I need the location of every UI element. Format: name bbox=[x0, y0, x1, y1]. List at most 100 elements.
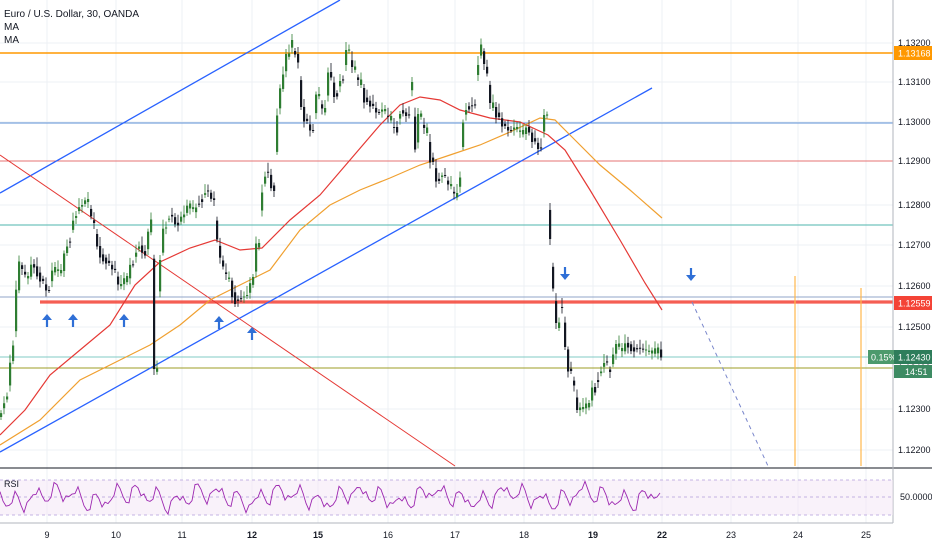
price-axis[interactable]: 1.13200 1.13100 1.13000 1.12900 1.12800 1.127… bbox=[898, 38, 931, 455]
candle bbox=[234, 285, 237, 307]
candle bbox=[630, 341, 633, 355]
candle bbox=[486, 59, 489, 77]
candle bbox=[336, 90, 339, 100]
candle bbox=[555, 293, 558, 329]
candle bbox=[138, 241, 141, 252]
candle bbox=[645, 340, 648, 357]
candle bbox=[255, 236, 258, 278]
horizontal-levels bbox=[0, 52, 893, 369]
candle bbox=[225, 263, 228, 280]
candle bbox=[327, 67, 330, 102]
candle bbox=[453, 186, 456, 200]
candle bbox=[609, 366, 612, 378]
candle bbox=[315, 91, 318, 120]
candle bbox=[249, 277, 252, 299]
orange-level-tag-text: 1.13168 bbox=[898, 49, 931, 59]
candle bbox=[528, 120, 531, 136]
candle bbox=[360, 72, 363, 88]
indicator-ma-2[interactable]: MA bbox=[4, 35, 19, 46]
candle bbox=[87, 192, 90, 209]
candle bbox=[120, 275, 123, 290]
candle bbox=[585, 397, 588, 415]
price-tick-label: 1.12300 bbox=[898, 404, 931, 414]
candle bbox=[354, 60, 357, 73]
candle bbox=[525, 124, 528, 140]
indicator-ma-1[interactable]: MA bbox=[4, 22, 19, 33]
price-tick-label: 1.12500 bbox=[898, 322, 931, 332]
candle bbox=[474, 99, 477, 109]
red-level-tag bbox=[894, 296, 932, 310]
candle bbox=[471, 97, 474, 112]
candle bbox=[207, 184, 210, 197]
candle bbox=[342, 75, 345, 84]
projection-dashed-line bbox=[691, 301, 769, 467]
candle bbox=[171, 207, 174, 223]
down-arrow-icon bbox=[560, 267, 570, 280]
candle bbox=[432, 152, 435, 165]
ma-red bbox=[0, 96, 663, 436]
candle bbox=[591, 380, 594, 407]
candle bbox=[441, 172, 444, 183]
price-tick-label: 1.12200 bbox=[898, 445, 931, 455]
candle bbox=[222, 255, 225, 270]
rsi-pane bbox=[0, 479, 893, 516]
candle bbox=[303, 98, 306, 128]
candle bbox=[648, 344, 651, 355]
candle bbox=[558, 317, 561, 331]
candle bbox=[378, 109, 381, 115]
candle bbox=[405, 108, 408, 122]
candle bbox=[381, 102, 384, 118]
rsi-label[interactable]: RSI bbox=[4, 479, 20, 489]
candle bbox=[51, 262, 54, 288]
candle bbox=[156, 360, 159, 375]
candle bbox=[258, 239, 261, 251]
candle bbox=[366, 89, 369, 105]
symbol-title[interactable]: Euro / U.S. Dollar, 30, OANDA bbox=[4, 9, 140, 20]
candle bbox=[507, 119, 510, 137]
candle bbox=[492, 94, 495, 111]
candle bbox=[660, 341, 663, 361]
time-tick-label: 18 bbox=[519, 530, 529, 540]
candle bbox=[582, 398, 585, 413]
candle bbox=[402, 103, 405, 117]
time-axis[interactable]: 9 10 11 12 15 16 17 18 19 22 23 24 25 bbox=[44, 530, 871, 540]
candle bbox=[264, 171, 267, 187]
candle bbox=[117, 271, 120, 291]
candle bbox=[456, 184, 459, 201]
candle bbox=[144, 245, 147, 259]
time-tick-label: 25 bbox=[861, 530, 871, 540]
candle bbox=[9, 354, 12, 392]
candle bbox=[384, 105, 387, 115]
candle bbox=[447, 176, 450, 191]
candle bbox=[309, 115, 312, 137]
candle bbox=[186, 199, 189, 216]
candle bbox=[513, 119, 516, 136]
candle bbox=[573, 376, 576, 392]
candle bbox=[48, 286, 51, 293]
price-tick-label: 1.13200 bbox=[898, 38, 931, 48]
candle bbox=[291, 34, 294, 54]
candle bbox=[54, 262, 57, 276]
candle bbox=[579, 402, 582, 417]
candle bbox=[129, 257, 132, 285]
candle bbox=[78, 198, 81, 215]
candle bbox=[330, 63, 333, 81]
time-tick-label: 22 bbox=[657, 530, 667, 540]
candle bbox=[489, 80, 492, 109]
candle bbox=[396, 121, 399, 136]
candle bbox=[564, 316, 567, 350]
time-tick-label: 19 bbox=[588, 530, 598, 540]
candle bbox=[177, 214, 180, 232]
time-tick-label: 24 bbox=[793, 530, 803, 540]
rsi-tick: 50.0000 bbox=[900, 492, 932, 502]
candle bbox=[633, 340, 636, 358]
candle bbox=[516, 122, 519, 133]
candle bbox=[204, 184, 207, 198]
candle bbox=[246, 286, 249, 299]
candle bbox=[390, 111, 393, 124]
candle bbox=[282, 66, 285, 92]
candle bbox=[534, 130, 537, 145]
candle bbox=[135, 244, 138, 263]
candle bbox=[123, 272, 126, 291]
